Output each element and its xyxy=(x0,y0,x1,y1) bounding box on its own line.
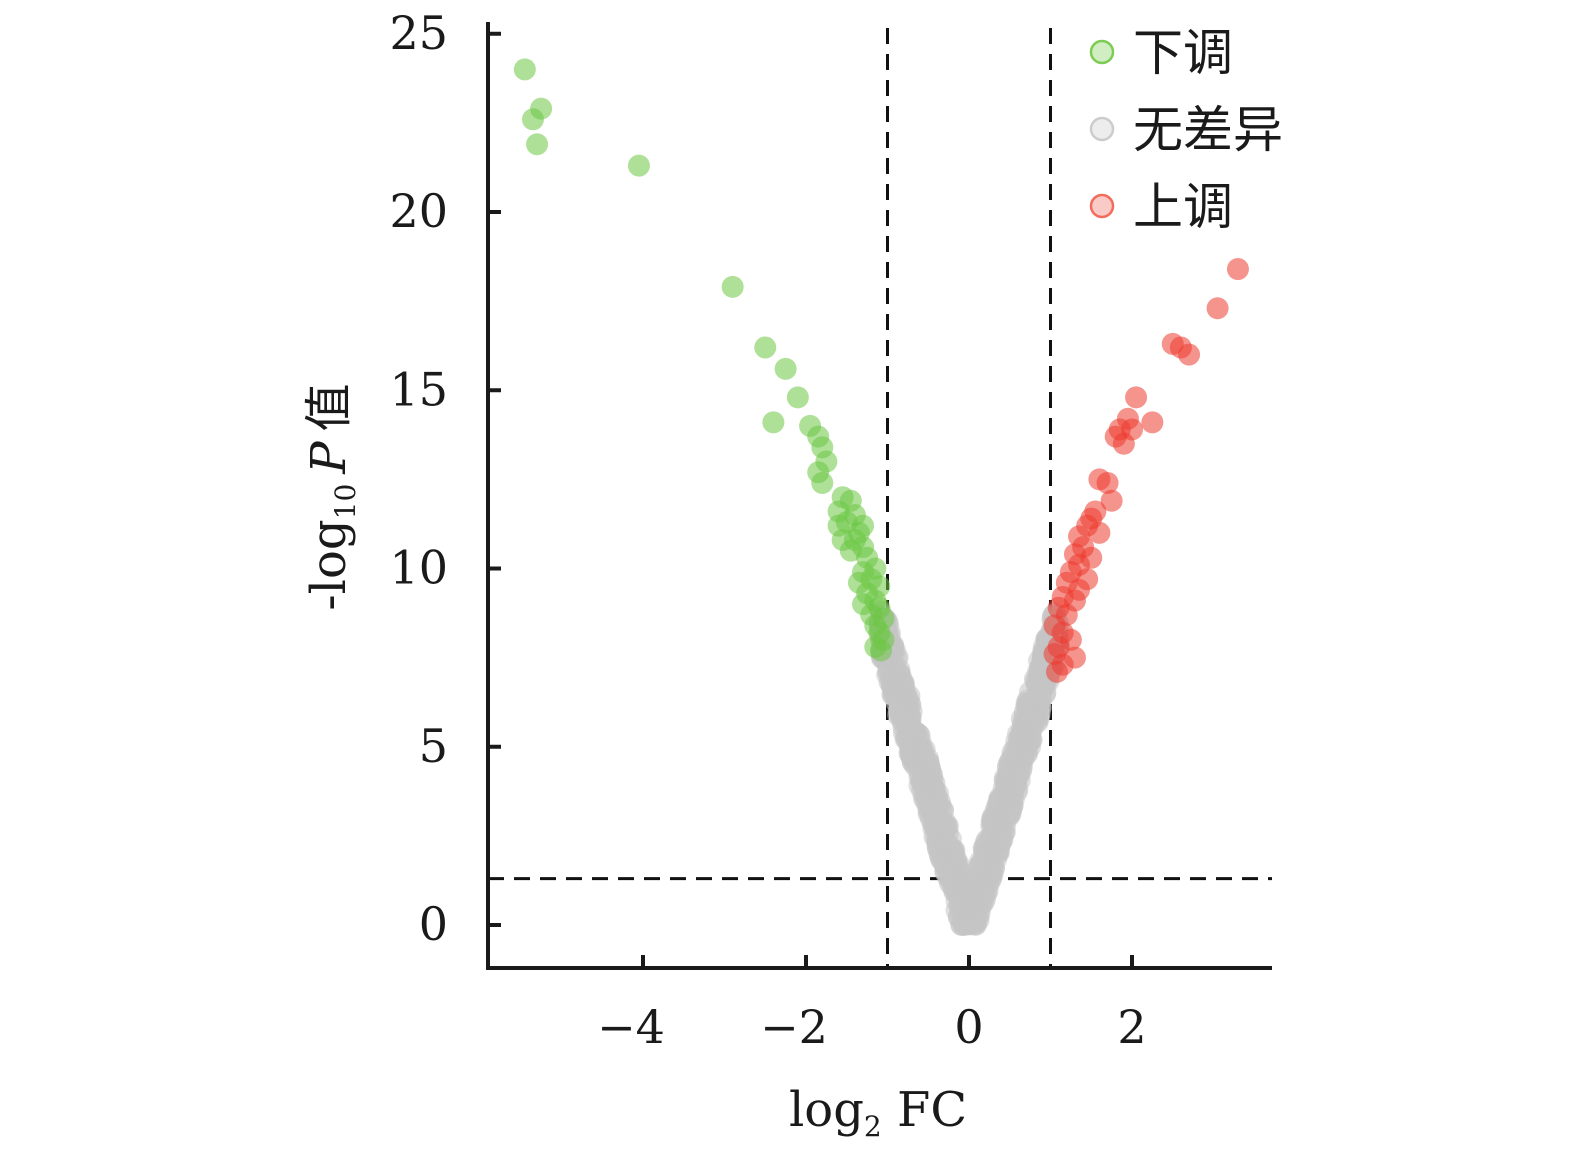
up-point xyxy=(1100,489,1123,512)
up-point xyxy=(1046,660,1069,683)
legend-label: 上调 xyxy=(1133,178,1233,236)
down-point xyxy=(513,58,536,81)
up-point xyxy=(1063,646,1086,669)
axes xyxy=(486,22,1272,970)
legend-label: 无差异 xyxy=(1133,101,1283,159)
up-point xyxy=(1112,432,1135,455)
nodiff-point xyxy=(953,910,976,933)
y-tick-label: 15 xyxy=(389,362,448,416)
y-tick-label: 0 xyxy=(419,897,448,951)
nodiff-point xyxy=(998,752,1021,775)
x-tick-label: 0 xyxy=(954,1000,983,1054)
down-point xyxy=(521,108,544,131)
x-ticks: −4 −2 0 2 xyxy=(597,955,1147,1054)
down-point xyxy=(526,133,549,156)
up-points xyxy=(1043,258,1249,683)
legend-marker xyxy=(1089,39,1115,65)
up-point xyxy=(1141,411,1164,434)
down-point xyxy=(754,336,777,359)
x-axis-title: log2 FC xyxy=(789,1082,967,1143)
nodiff-point xyxy=(1027,660,1050,683)
down-points xyxy=(513,58,895,662)
down-point xyxy=(786,386,809,409)
nodiff-point xyxy=(1019,710,1042,733)
threshold-lines xyxy=(488,28,1272,968)
nodiff-point xyxy=(936,815,959,838)
nodiff-point xyxy=(981,848,1004,871)
down-point xyxy=(811,471,834,494)
up-point xyxy=(1206,297,1229,320)
down-point xyxy=(721,275,744,298)
up-point xyxy=(1096,471,1119,494)
nodiff-point xyxy=(1014,732,1037,755)
down-point xyxy=(627,154,650,177)
y-tick-label: 20 xyxy=(389,184,448,238)
y-ticks: 0 5 10 15 20 25 xyxy=(389,6,501,951)
up-point xyxy=(1088,521,1111,544)
up-point xyxy=(1125,386,1148,409)
x-tick-label: 2 xyxy=(1117,1000,1146,1054)
y-tick-label: 25 xyxy=(389,6,448,60)
nodiff-point xyxy=(903,742,926,765)
legend-label: 下调 xyxy=(1133,24,1233,82)
nodiff-point xyxy=(903,722,926,745)
down-point xyxy=(762,411,785,434)
y-axis-title: -log10P值 xyxy=(301,383,362,610)
legend-marker xyxy=(1089,193,1115,219)
x-tick-label: −2 xyxy=(760,1000,828,1054)
down-point xyxy=(774,357,797,380)
nodiff-point xyxy=(934,859,957,882)
nodiff-points xyxy=(868,600,1070,936)
x-tick-label: −4 xyxy=(597,1000,665,1054)
legend-marker xyxy=(1089,116,1115,142)
nodiff-point xyxy=(922,779,945,802)
up-point xyxy=(1226,258,1249,281)
up-point xyxy=(1178,343,1201,366)
nodiff-point xyxy=(1001,783,1024,806)
nodiff-point xyxy=(1000,799,1023,822)
y-tick-label: 10 xyxy=(389,541,448,595)
down-point xyxy=(869,639,892,662)
y-tick-label: 5 xyxy=(419,719,448,773)
nodiff-point xyxy=(888,692,911,715)
nodiff-point xyxy=(973,866,996,889)
